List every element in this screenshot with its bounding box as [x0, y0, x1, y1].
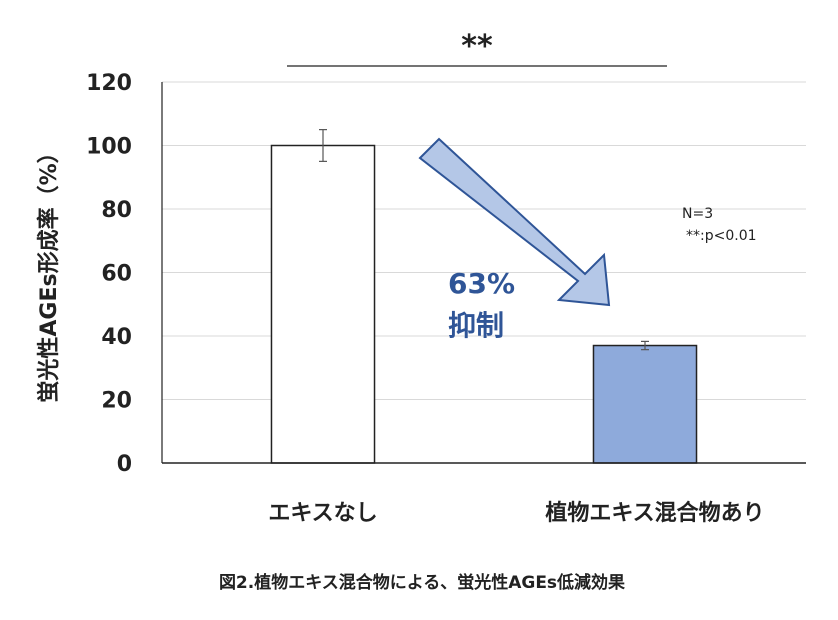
annotation-label: 抑制 [448, 309, 504, 342]
significance-marker: ** [461, 29, 493, 64]
category-label: エキスなし [268, 501, 377, 526]
note-p-value: **:p<0.01 [686, 228, 757, 244]
reduction-arrow [418, 137, 611, 307]
category-label: 植物エキス混合物あり [545, 500, 764, 526]
bars [270, 144, 698, 464]
y-tick-label: 60 [101, 262, 132, 287]
y-tick-label: 100 [86, 135, 132, 160]
y-tick-label: 20 [101, 389, 132, 414]
y-tick-label: 80 [101, 198, 132, 223]
error-bars [319, 129, 649, 351]
y-tick-label: 120 [86, 71, 132, 96]
y-tick-label: 0 [117, 452, 132, 477]
y-tick-labels: 0 20 40 60 80 100 120 [86, 71, 132, 477]
note-n: N=3 [682, 206, 713, 222]
error-bar [641, 340, 649, 351]
bar [270, 144, 376, 464]
category-labels: エキスなし 植物エキス混合物あり [268, 500, 764, 526]
y-axis-label: 蛍光性AGEs形成率（%） [36, 141, 62, 402]
figure-caption: 図2.植物エキス混合物による、蛍光性AGEs低減効果 [219, 572, 625, 593]
error-bar [319, 129, 327, 162]
bar [592, 344, 698, 464]
y-tick-label: 40 [101, 325, 132, 350]
gridlines [162, 81, 806, 400]
annotation-percent: 63% [448, 267, 515, 300]
